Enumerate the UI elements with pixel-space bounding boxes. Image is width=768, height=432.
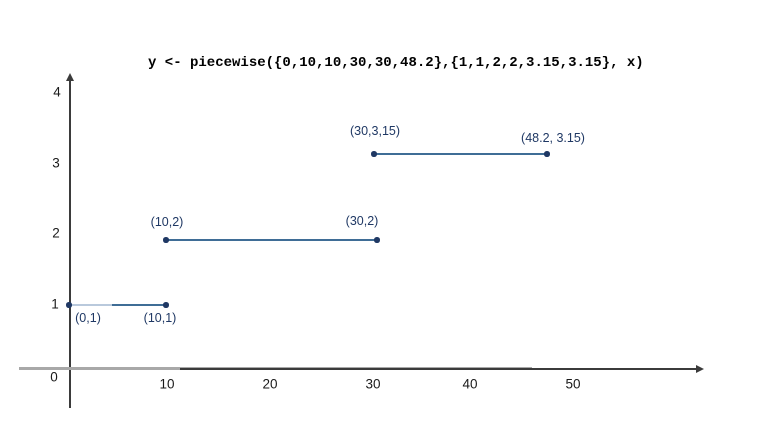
point-0-1: [66, 302, 72, 308]
y-axis-line: [69, 79, 71, 408]
point-label-10-2: (10,2): [150, 215, 184, 229]
y-axis-arrow-icon: [65, 73, 74, 81]
segment-2: [166, 239, 377, 241]
point-label-30-3p15: (30,3,15): [349, 124, 401, 138]
point-label-0-1: (0,1): [75, 311, 101, 325]
y-tick-0: 0: [50, 369, 58, 385]
y-tick-1: 1: [51, 296, 59, 312]
y-tick-3: 3: [52, 155, 60, 171]
segment-1-light-part: [69, 304, 118, 306]
x-tick-20: 20: [262, 376, 278, 392]
point-48p2-3p15: [544, 151, 550, 157]
x-tick-40: 40: [462, 376, 478, 392]
x-axis-line-dark: [180, 368, 698, 370]
point-30-3p15: [371, 151, 377, 157]
x-tick-50: 50: [565, 376, 581, 392]
segment-3: [374, 153, 547, 155]
segment-1: [112, 304, 166, 306]
point-label-10-1: (10,1): [143, 311, 177, 325]
point-label-30-2: (30,2): [345, 214, 379, 228]
point-10-2: [163, 237, 169, 243]
y-tick-2: 2: [52, 225, 60, 241]
point-30-2: [374, 237, 380, 243]
x-axis-arrow-icon: [696, 365, 704, 373]
point-label-48p2-3p15: (48.2, 3.15): [521, 131, 585, 145]
point-10-1: [163, 302, 169, 308]
x-tick-30: 30: [365, 376, 381, 392]
y-tick-4: 4: [53, 84, 61, 100]
x-tick-10: 10: [159, 376, 175, 392]
chart-title: y <- piecewise({0,10,10,30,30,48.2},{1,1…: [148, 55, 644, 71]
